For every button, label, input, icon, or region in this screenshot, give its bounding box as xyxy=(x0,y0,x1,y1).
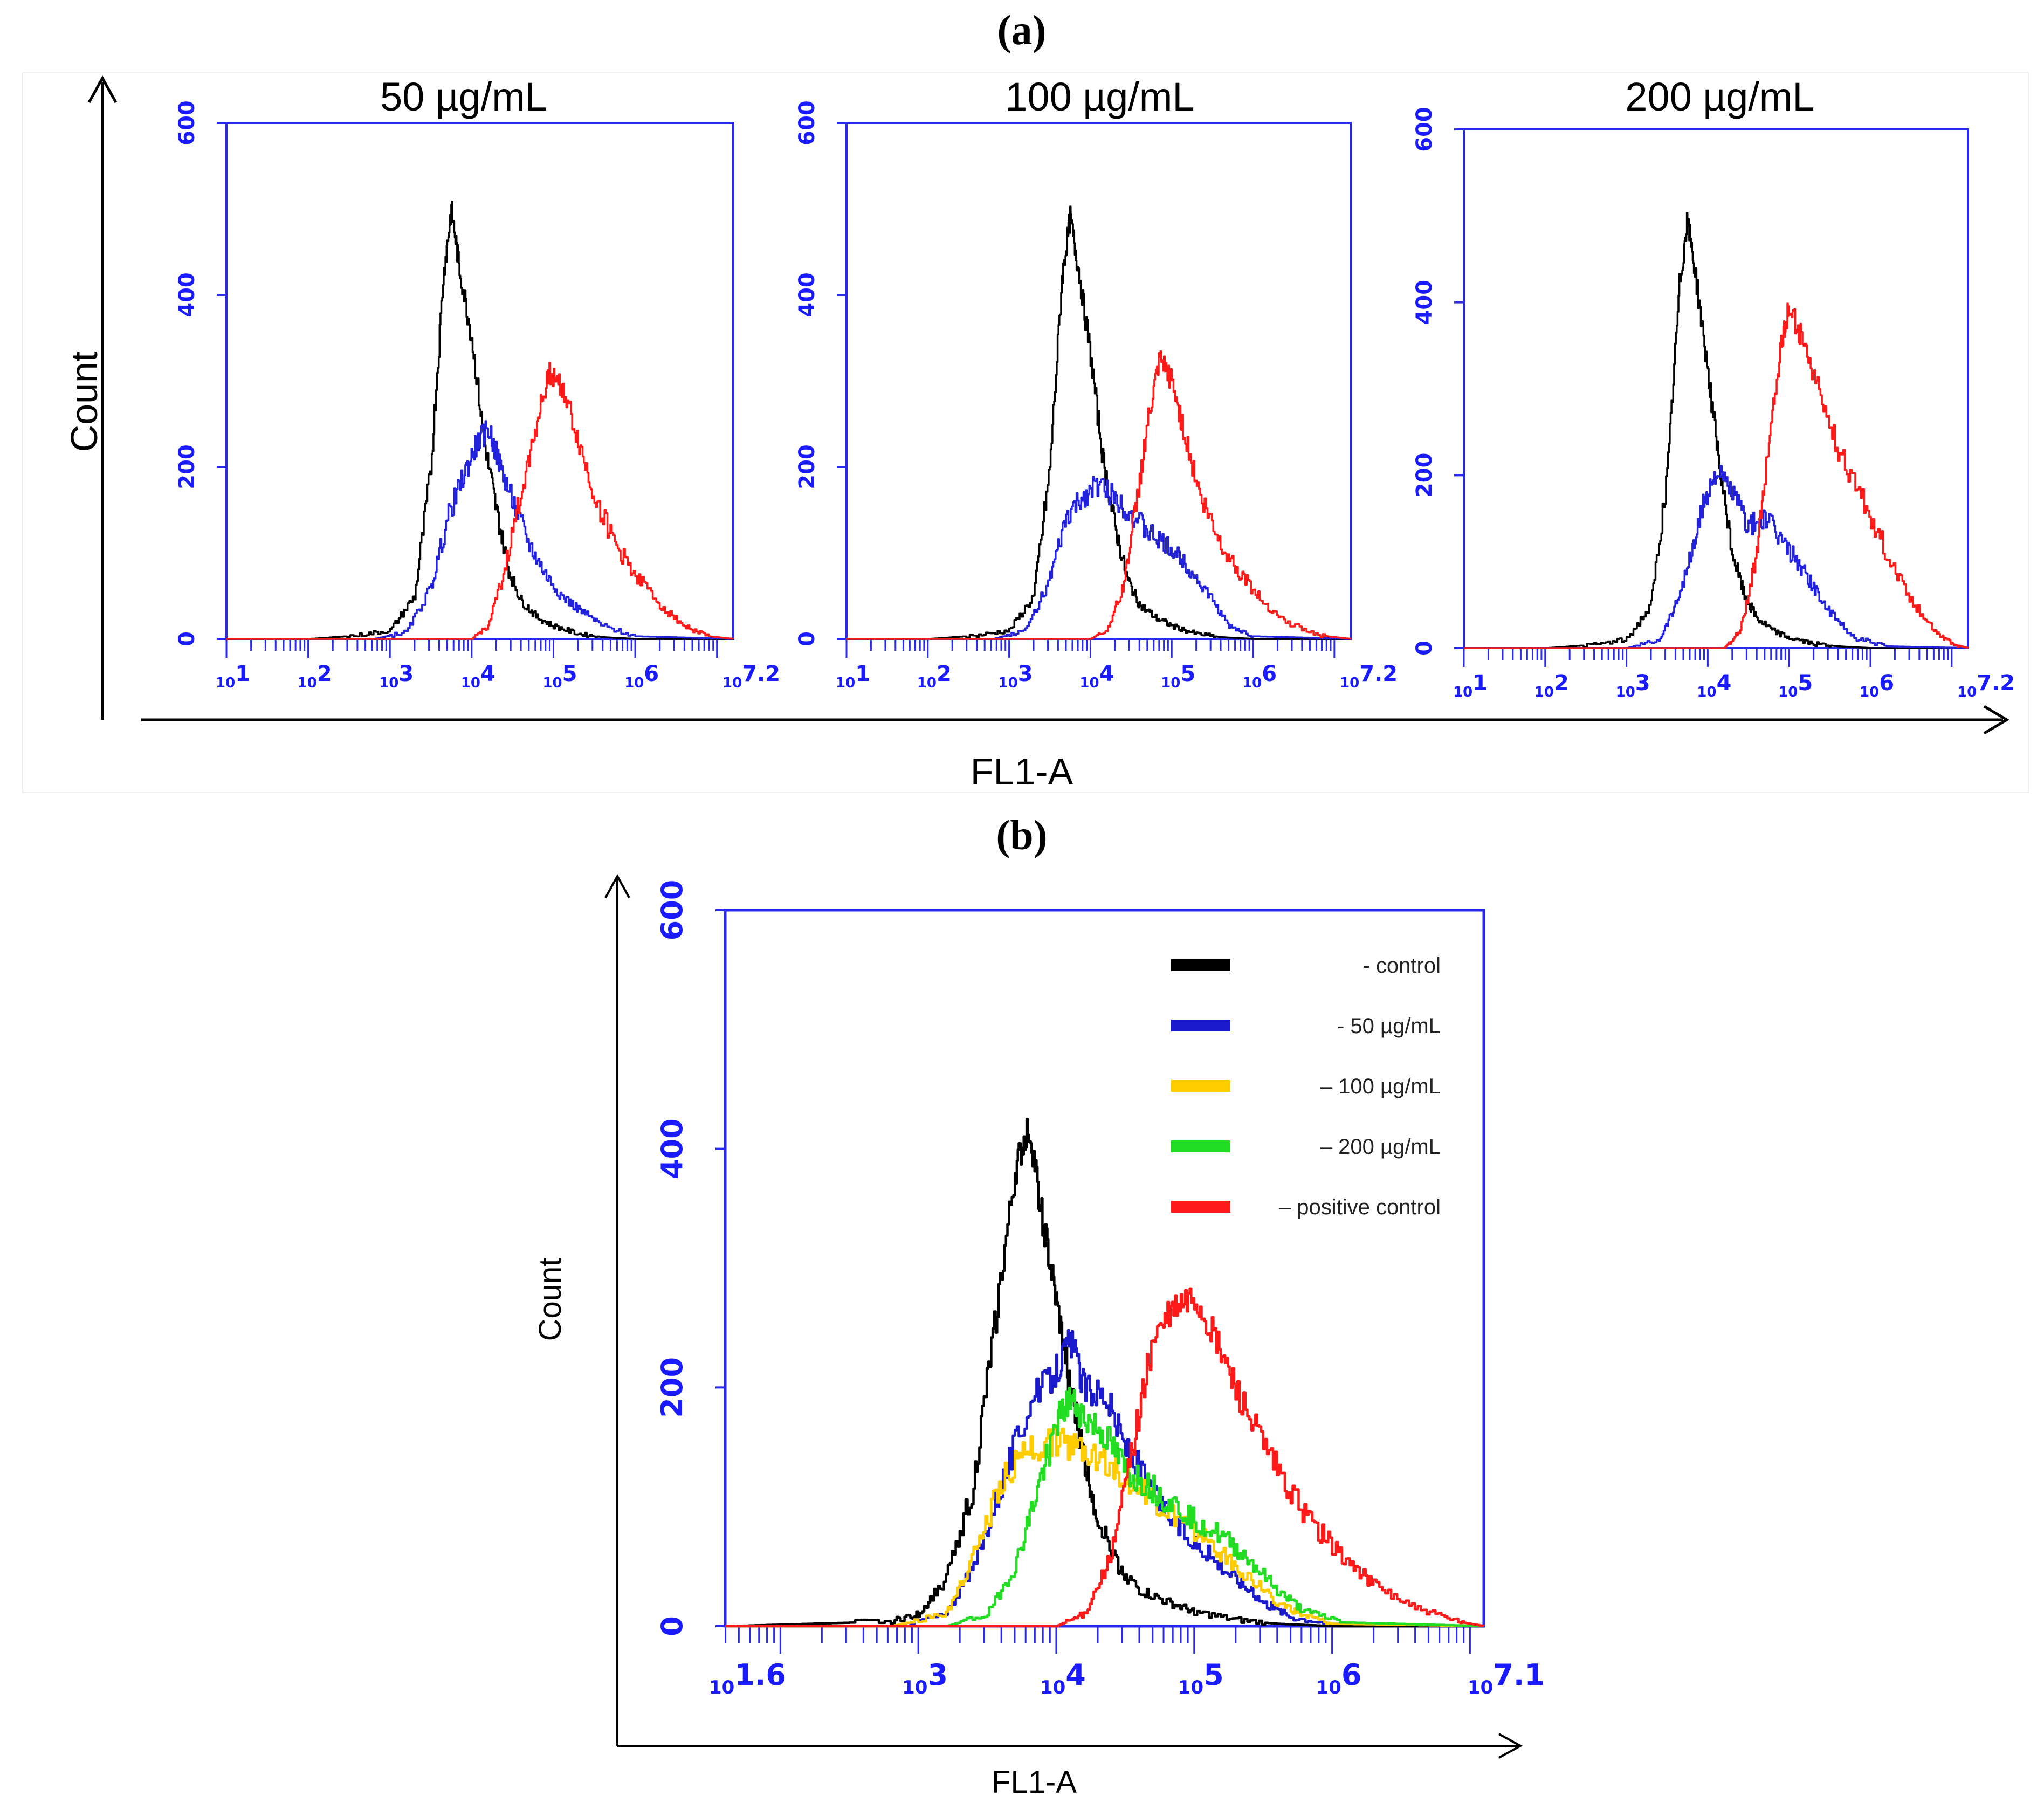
panel-b-xlabel: FL1-A xyxy=(992,1765,1077,1800)
x-tick-label: 106 xyxy=(1242,662,1277,691)
plot-frame xyxy=(845,122,1352,640)
panel-a: (a) Count FL1-A 50 µg/mL 0 200 400 600 101 102… xyxy=(22,6,2029,793)
chart-title: 200 µg/mL xyxy=(1625,74,1814,119)
panel-b: (b) Count FL1-A 0 200 400 600 101.6 103 104 105… xyxy=(533,811,1545,1800)
y-tick-label: 200 xyxy=(175,444,199,490)
legend-label: - 50 µg/mL xyxy=(1337,1014,1441,1038)
legend-label: – 200 µg/mL xyxy=(1320,1135,1441,1159)
x-tick-label: 101 xyxy=(1453,671,1488,700)
x-tick-label: 104 xyxy=(1697,671,1731,700)
x-tick-label: 105 xyxy=(1778,671,1813,700)
series-control-line xyxy=(725,1117,1484,1628)
panel-b-letter: (b) xyxy=(996,811,1047,858)
panel-a-ylabel: Count xyxy=(63,352,105,452)
x-tick-label: 103 xyxy=(1616,671,1650,700)
x-tick-label: 102 xyxy=(1534,671,1569,700)
y-tick-label: 400 xyxy=(175,272,199,318)
y-tick-label: 200 xyxy=(1412,453,1437,498)
x-tick-label: 102 xyxy=(917,662,952,691)
x-tick-label: 101 xyxy=(216,662,250,691)
x-tick-label: 107.2 xyxy=(722,662,780,691)
series-positive-control-line xyxy=(725,1287,1485,1628)
series-positive-control-line xyxy=(846,350,1352,640)
panel-a-frame xyxy=(22,72,2029,793)
chart-title: 50 µg/mL xyxy=(380,74,547,119)
x-tick-label: 104 xyxy=(1040,1658,1086,1698)
y-tick-label: 400 xyxy=(1412,280,1437,325)
x-tick-label: 106 xyxy=(1860,671,1894,700)
y-tick-label: 600 xyxy=(175,100,199,146)
x-tick-label: 104 xyxy=(1079,662,1114,691)
x-tick-label: 103 xyxy=(999,662,1033,691)
x-tick-label: 105 xyxy=(542,662,577,691)
x-tick-label: 107.2 xyxy=(1957,671,2015,700)
x-tick-label: 101 xyxy=(836,662,870,691)
y-tick-label: 600 xyxy=(795,100,820,146)
legend-label: - control xyxy=(1363,954,1441,978)
panel-b-y-arrow-icon xyxy=(604,873,630,898)
series-100-g-ml-line xyxy=(725,1424,1485,1628)
series-200-g-ml-line xyxy=(725,1387,1485,1628)
x-tick-label: 101.6 xyxy=(709,1658,786,1698)
series-100-g-ml-line xyxy=(846,476,1352,640)
panel-a-x-arrow-icon xyxy=(1983,705,2009,735)
plot-100-ug-ml: 100 µg/mL 0 200 400 600 101 102 103 104 105 106 107… xyxy=(795,74,1398,691)
panel-b-ylabel: Count xyxy=(533,1258,568,1341)
y-tick-label: 400 xyxy=(795,272,820,318)
legend-label: – 100 µg/mL xyxy=(1320,1075,1441,1098)
series-control-line xyxy=(1464,211,1968,649)
x-tick-label: 107.2 xyxy=(1340,662,1398,691)
y-tick-label: 0 xyxy=(795,631,820,646)
panel-a-letter: (a) xyxy=(997,6,1047,53)
y-tick-label: 0 xyxy=(655,1616,689,1636)
series-positive-control-line xyxy=(226,362,734,640)
x-tick-label: 105 xyxy=(1161,662,1195,691)
x-tick-label: 103 xyxy=(902,1658,948,1698)
y-tick-label: 0 xyxy=(1412,641,1437,656)
y-tick-label: 200 xyxy=(795,444,820,490)
legend: - control - 50 µg/mL – 100 µg/mL – 200 µg/m… xyxy=(1171,954,1441,1219)
x-tick-label: 103 xyxy=(379,662,414,691)
plot-combined: 0 200 400 600 101.6 103 104 105 106 107.1 xyxy=(655,880,1545,1698)
x-tick-label: 105 xyxy=(1178,1658,1224,1698)
panel-a-y-arrow-icon xyxy=(87,75,118,104)
plot-200-ug-ml: 200 µg/mL 0 200 400 600 101 102 103 104 105 106 107… xyxy=(1412,74,2015,700)
x-tick-label: 107.1 xyxy=(1468,1658,1545,1698)
chart-title: 100 µg/mL xyxy=(1005,74,1194,119)
series-200-g-ml-line xyxy=(1464,465,1969,649)
legend-label: – positive control xyxy=(1279,1195,1441,1219)
series-control-line xyxy=(226,200,733,640)
series-positive-control-line xyxy=(1464,302,1969,649)
x-tick-label: 102 xyxy=(298,662,332,691)
panel-a-xlabel: FL1-A xyxy=(971,751,1073,793)
y-tick-label: 400 xyxy=(655,1118,689,1179)
y-tick-label: 600 xyxy=(655,880,689,941)
series-50-g-ml-line xyxy=(226,420,734,640)
plot-frame xyxy=(724,909,1485,1628)
x-tick-label: 106 xyxy=(624,662,659,691)
plot-50-ug-ml: 50 µg/mL 0 200 400 600 101 102 103 104 105 106 107.… xyxy=(175,74,780,691)
y-tick-label: 200 xyxy=(655,1357,689,1418)
plot-frame xyxy=(225,122,734,640)
y-tick-label: 600 xyxy=(1412,107,1437,152)
panel-b-x-arrow-icon xyxy=(1498,1733,1523,1759)
series-control-line xyxy=(846,205,1351,640)
x-tick-label: 106 xyxy=(1316,1658,1362,1698)
y-tick-label: 0 xyxy=(175,631,199,646)
x-tick-label: 104 xyxy=(461,662,495,691)
